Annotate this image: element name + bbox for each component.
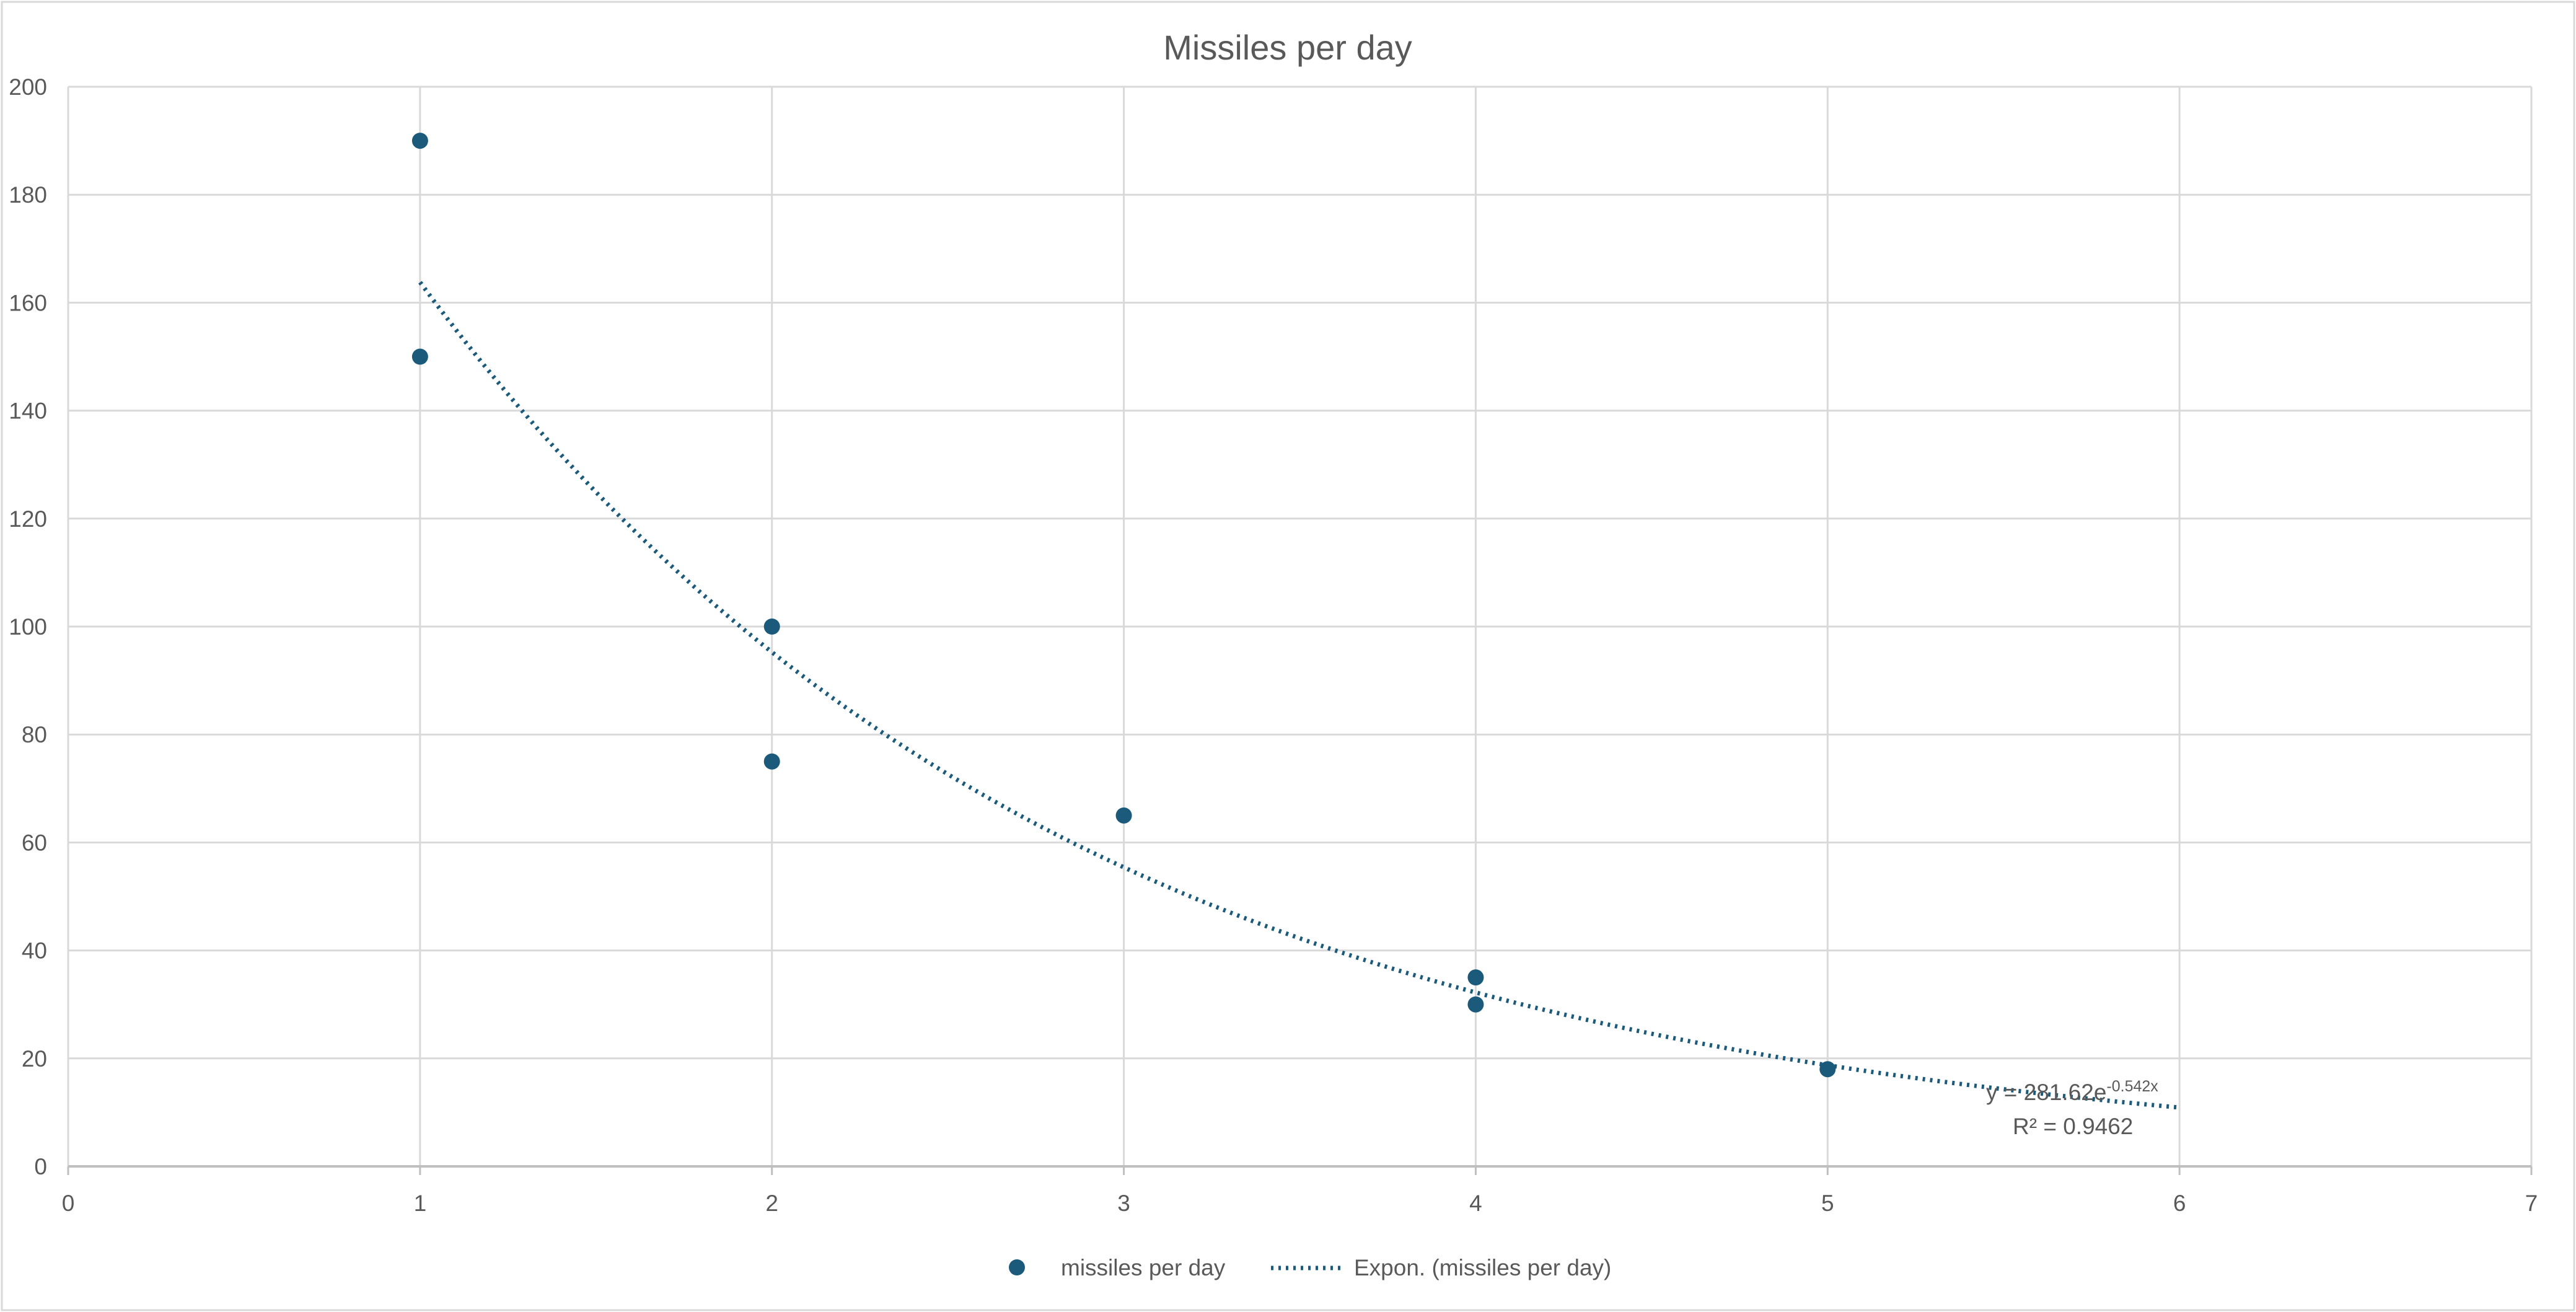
legend-label-trendline: Expon. (missiles per day) [1354,1255,1611,1280]
x-tick-label: 5 [1821,1191,1834,1216]
data-point [763,753,780,770]
data-points [411,133,1836,1078]
x-tick-label: 2 [765,1191,778,1216]
y-tick-label: 120 [9,506,47,532]
y-tick-label: 0 [34,1154,47,1179]
x-tick-label: 3 [1117,1191,1130,1216]
y-tick-label: 80 [22,722,47,747]
data-point [1467,969,1484,986]
chart-title: Missiles per day [1163,28,1412,67]
x-tick-label: 0 [62,1191,75,1216]
y-tick-label: 20 [22,1046,47,1072]
legend-marker-points [1009,1259,1025,1275]
x-tick-label: 4 [1469,1191,1482,1216]
y-tick-label: 180 [9,182,47,208]
equation-exponent: -0.542x [2106,1078,2158,1095]
data-point [763,619,780,635]
x-tick-label: 6 [2173,1191,2186,1216]
equation-text: y = 281.62e [1986,1080,2106,1105]
data-point [1467,996,1484,1013]
y-tick-label: 140 [9,398,47,424]
y-tick-label: 200 [9,74,47,100]
trendline-equation: y = 281.62e-0.542x R² = 0.9462 [1986,1078,2158,1139]
y-tick-label: 60 [22,830,47,855]
data-point [1819,1061,1836,1078]
y-tick-label: 100 [9,614,47,640]
axes [67,1165,2533,1175]
y-tick-label: 160 [9,290,47,315]
x-tick-label: 1 [414,1191,427,1216]
legend-label-points: missiles per day [1061,1255,1226,1280]
y-tick-label: 40 [22,938,47,964]
trendline [418,281,2180,1110]
data-point [1115,807,1132,824]
data-point [411,133,428,149]
tick-labels: 0 20 40 60 80 100 120 140 160 180 200 0 1 2 3 4 5 6 7 [9,74,2538,1216]
x-tick-label: 7 [2525,1191,2538,1216]
r-squared-text: R² = 0.9462 [2013,1114,2133,1139]
svg-text:y = 281.62e-0.542x: y = 281.62e-0.542x [1986,1078,2158,1105]
legend: missiles per day Expon. (missiles per da… [1009,1255,1611,1280]
data-point [411,348,428,365]
